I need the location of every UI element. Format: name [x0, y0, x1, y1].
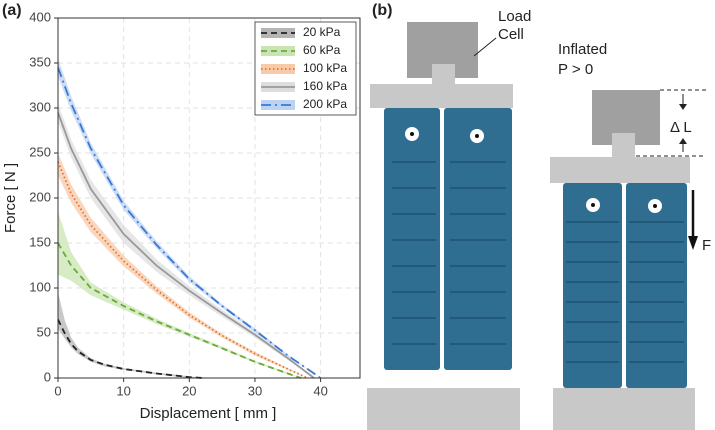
y-tick-label: 300 — [29, 99, 51, 114]
chart: (a) Displacement [ mm ] Force [ N ] 0 50 1… — [2, 2, 361, 422]
base-plate — [367, 388, 520, 430]
line — [57, 161, 308, 379]
x-axis-label: Displacement [ mm ] — [140, 405, 277, 422]
marker — [410, 132, 414, 136]
actuator — [444, 108, 512, 370]
panel-label: (b) — [372, 2, 392, 19]
legend-label: 100 kPa — [303, 61, 347, 75]
y-tick-label: 150 — [29, 234, 51, 249]
ridges — [566, 221, 684, 363]
legend-label: 160 kPa — [303, 79, 347, 93]
line — [57, 319, 203, 379]
leader-line — [473, 37, 497, 57]
arrow-head — [679, 138, 687, 144]
top-plate — [550, 157, 690, 183]
y-tick-label: 0 — [44, 369, 51, 384]
diagram: (b) Load Cell Inflated P > 0 — [367, 2, 711, 430]
label: Load — [498, 8, 531, 25]
x-tick-label: 40 — [313, 383, 327, 398]
label: P > 0 — [558, 61, 593, 78]
marker — [591, 203, 595, 207]
band — [58, 292, 203, 378]
actuator — [563, 183, 622, 388]
x-tick-label: 10 — [116, 383, 130, 398]
plot-frame — [57, 17, 361, 379]
label: F — [702, 237, 711, 254]
label: Inflated — [558, 41, 607, 58]
top-plate — [370, 84, 513, 108]
legend-band — [261, 28, 295, 38]
arrow-head — [688, 236, 698, 250]
line — [57, 67, 322, 379]
line — [57, 112, 315, 379]
legend-label: 20 kPa — [303, 25, 341, 39]
y-tick-label: 250 — [29, 144, 51, 159]
y-tick-label: 400 — [29, 9, 51, 24]
label: Cell — [498, 26, 524, 43]
connector — [432, 64, 455, 86]
base-plate — [553, 388, 695, 430]
y-tick-label: 50 — [37, 324, 51, 339]
y-axis-label: Force [ N ] — [2, 163, 19, 233]
legend-band — [261, 100, 295, 110]
band — [58, 103, 315, 378]
marker — [653, 204, 657, 208]
legend-label: 200 kPa — [303, 97, 347, 111]
legend-label: 60 kPa — [303, 43, 341, 57]
label: Δ L — [670, 119, 692, 136]
y-tick-label: 350 — [29, 54, 51, 69]
actuator — [626, 183, 687, 388]
line — [57, 242, 302, 379]
marker — [475, 134, 479, 138]
arrow-head — [679, 104, 687, 110]
connector — [612, 133, 635, 157]
x-tick-label: 30 — [248, 383, 262, 398]
y-tick-label: 100 — [29, 279, 51, 294]
y-tick-label: 200 — [29, 189, 51, 204]
legend-band — [261, 46, 295, 56]
x-tick-label: 0 — [54, 383, 61, 398]
actuator — [384, 108, 440, 370]
panel-label: (a) — [2, 2, 22, 19]
band — [58, 211, 301, 378]
x-tick-label: 20 — [182, 383, 196, 398]
ridges — [392, 161, 506, 345]
